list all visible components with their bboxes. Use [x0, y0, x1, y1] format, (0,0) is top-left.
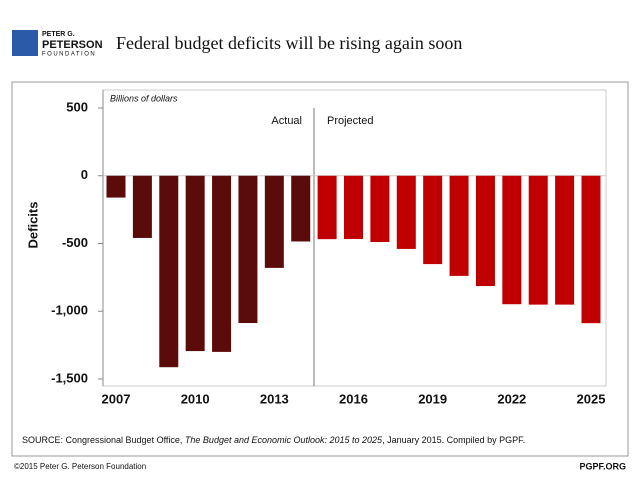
- copyright: ©2015 Peter G. Peterson Foundation: [14, 462, 146, 471]
- x-tick-label: 2022: [497, 391, 526, 406]
- source-part: , January 2015. Compiled by PGPF.: [382, 435, 525, 445]
- x-tick-label: 2013: [260, 391, 289, 406]
- bar: [423, 175, 443, 265]
- x-tick-label: 2019: [418, 391, 447, 406]
- bar: [185, 175, 205, 352]
- logo-line: FOUNDATION: [42, 52, 96, 58]
- y-tick-label: -1,500: [51, 370, 88, 385]
- x-tick-label: 2016: [339, 391, 368, 406]
- bar: [106, 175, 126, 198]
- logo-mark: [12, 30, 38, 56]
- bar: [264, 175, 284, 268]
- source-part: The Budget and Economic Outlook: 2015 to…: [185, 435, 383, 445]
- bar: [159, 175, 179, 368]
- panel: [11, 81, 629, 457]
- x-tick-label: 2025: [577, 391, 606, 406]
- page-title: Federal budget deficits will be rising a…: [116, 33, 462, 53]
- source: SOURCE: Congressional Budget Office, The…: [22, 435, 525, 445]
- bar: [449, 175, 469, 276]
- x-tick-label: 2007: [102, 391, 131, 406]
- bar: [291, 175, 311, 242]
- y-axis-label: Deficits: [25, 202, 40, 249]
- bar: [370, 175, 390, 243]
- bar: [502, 175, 522, 305]
- bar: [238, 175, 258, 324]
- legend-entry: Projected: [327, 115, 373, 127]
- bar: [555, 175, 575, 305]
- bar: [344, 175, 363, 240]
- bar: [212, 175, 232, 352]
- bar: [528, 175, 548, 305]
- source-part: SOURCE: Congressional Budget Office,: [22, 435, 185, 445]
- legend-entry: Actual: [271, 115, 302, 127]
- bar: [475, 175, 495, 287]
- bar: [317, 175, 337, 240]
- bar: [581, 175, 601, 324]
- y-tick-label: 0: [81, 167, 88, 182]
- bar: [132, 175, 152, 238]
- units: Billions of dollars: [110, 93, 178, 103]
- site: PGPF.ORG: [579, 461, 626, 471]
- bar: [396, 175, 416, 249]
- logo-line: PETER G.: [42, 31, 75, 38]
- logo-line: PETERSON: [42, 39, 103, 51]
- y-tick-label: 500: [66, 99, 88, 114]
- y-tick-label: -500: [62, 235, 88, 250]
- x-tick-label: 2010: [181, 391, 210, 406]
- y-tick-label: -1,000: [51, 303, 88, 318]
